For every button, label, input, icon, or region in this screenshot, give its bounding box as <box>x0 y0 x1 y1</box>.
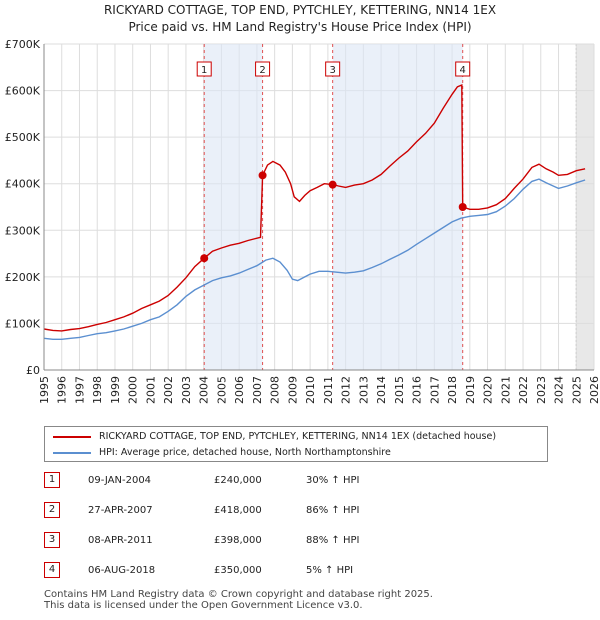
x-tick-label: 2009 <box>286 376 299 404</box>
x-tick-label: 2014 <box>375 376 388 404</box>
x-tick-label: 1997 <box>73 376 86 404</box>
x-tick-label: 2026 <box>588 376 600 404</box>
sale-row: 3 08-APR-2011 £398,000 88% ↑ HPI <box>44 532 564 550</box>
x-tick-label: 2020 <box>482 376 495 404</box>
sale-price: £418,000 <box>214 505 262 516</box>
x-tick-label: 2001 <box>144 376 157 404</box>
sale-hpi-change: 5% ↑ HPI <box>306 565 354 576</box>
x-tick-label: 2007 <box>251 376 264 404</box>
y-tick-label: £100K <box>5 317 41 330</box>
sale-hpi-change: 88% ↑ HPI <box>306 535 360 546</box>
sale-row: 1 09-JAN-2004 £240,000 30% ↑ HPI <box>44 472 564 490</box>
sale-number-badge: 1 <box>44 472 60 488</box>
sale-period-band <box>204 44 263 370</box>
x-tick-label: 2010 <box>304 376 317 404</box>
sale-date: 27-APR-2007 <box>88 505 153 516</box>
x-tick-label: 1995 <box>38 376 51 404</box>
sale-date: 09-JAN-2004 <box>88 475 152 486</box>
x-tick-label: 1996 <box>56 376 69 404</box>
sale-price: £240,000 <box>214 475 262 486</box>
x-tick-label: 2002 <box>162 376 175 404</box>
x-tick-label: 2018 <box>446 376 459 404</box>
sale-date: 08-APR-2011 <box>88 535 153 546</box>
x-tick-label: 1998 <box>91 376 104 404</box>
sale-label-number: 4 <box>460 65 466 76</box>
legend-item-hpi: HPI: Average price, detached house, Nort… <box>53 445 391 461</box>
sale-label-box <box>455 61 471 77</box>
x-tick-label: 2011 <box>322 376 335 404</box>
x-tick-label: 2005 <box>215 376 228 404</box>
x-tick-label: 2016 <box>411 376 424 404</box>
footer-attribution: Contains HM Land Registry data © Crown c… <box>44 589 584 611</box>
x-tick-label: 2013 <box>357 376 370 404</box>
x-tick-label: 2012 <box>340 376 353 404</box>
x-tick-label: 2023 <box>535 376 548 404</box>
sale-label-number: 3 <box>329 65 335 76</box>
legend-item-property: RICKYARD COTTAGE, TOP END, PYTCHLEY, KET… <box>53 429 496 445</box>
sale-number-badge: 2 <box>44 502 60 518</box>
y-tick-label: £400K <box>5 178 41 191</box>
sale-number-badge: 4 <box>44 562 60 578</box>
y-tick-label: £500K <box>5 131 41 144</box>
x-tick-label: 2019 <box>464 376 477 404</box>
x-tick-label: 2017 <box>428 376 441 404</box>
x-tick-label: 2008 <box>269 376 282 404</box>
x-tick-label: 2025 <box>570 376 583 404</box>
sale-point <box>458 203 467 211</box>
sale-label-number: 1 <box>201 65 207 76</box>
x-tick-label: 2003 <box>180 376 193 404</box>
x-tick-label: 2022 <box>517 376 530 404</box>
y-tick-label: £600K <box>5 85 41 98</box>
x-tick-label: 2024 <box>553 376 566 404</box>
y-tick-label: £700K <box>5 38 41 51</box>
sale-date: 06-AUG-2018 <box>88 565 156 576</box>
y-tick-label: £0 <box>26 364 40 377</box>
sale-hpi-change: 30% ↑ HPI <box>306 475 360 486</box>
sale-point <box>200 254 209 263</box>
x-tick-label: 2006 <box>233 376 246 404</box>
sale-point <box>258 171 267 180</box>
sale-period-band <box>332 44 463 370</box>
legend-label-property: RICKYARD COTTAGE, TOP END, PYTCHLEY, KET… <box>99 431 497 442</box>
sale-label-box <box>196 61 212 77</box>
legend-swatch-property <box>53 435 91 438</box>
sale-row: 4 06-AUG-2018 £350,000 5% ↑ HPI <box>44 562 564 580</box>
plot-area <box>44 44 594 370</box>
price-chart: RICKYARD COTTAGE, TOP END, PYTCHLEY, KET… <box>5 3 600 404</box>
sale-point <box>328 180 337 189</box>
x-tick-label: 2004 <box>198 376 211 404</box>
x-tick-label: 2021 <box>499 376 512 404</box>
sale-label-box <box>255 61 271 77</box>
x-tick-label: 2000 <box>127 376 140 404</box>
forecast-shade <box>576 44 594 370</box>
sale-price: £398,000 <box>214 535 262 546</box>
x-tick-label: 2015 <box>393 376 406 404</box>
y-tick-label: £300K <box>5 224 41 237</box>
footer-license: This data is licensed under the Open Gov… <box>44 600 363 611</box>
legend-label-hpi: HPI: Average price, detached house, Nort… <box>99 447 391 458</box>
sale-price: £350,000 <box>214 565 262 576</box>
sale-label-box <box>325 61 341 77</box>
sale-row: 2 27-APR-2007 £418,000 86% ↑ HPI <box>44 502 564 520</box>
series-line-hpi <box>43 178 586 340</box>
series-line-property <box>43 83 586 332</box>
chart-title: RICKYARD COTTAGE, TOP END, PYTCHLEY, KET… <box>104 3 496 17</box>
sale-number-badge: 3 <box>44 532 60 548</box>
sale-label-number: 2 <box>259 65 265 76</box>
x-tick-label: 1999 <box>109 376 122 404</box>
chart-legend: RICKYARD COTTAGE, TOP END, PYTCHLEY, KET… <box>44 426 548 462</box>
footer-copyright: Contains HM Land Registry data © Crown c… <box>44 589 433 600</box>
chart-subtitle: Price paid vs. HM Land Registry's House … <box>128 20 471 34</box>
legend-swatch-hpi <box>53 451 91 454</box>
sale-hpi-change: 86% ↑ HPI <box>306 505 360 516</box>
y-tick-label: £200K <box>5 271 41 284</box>
